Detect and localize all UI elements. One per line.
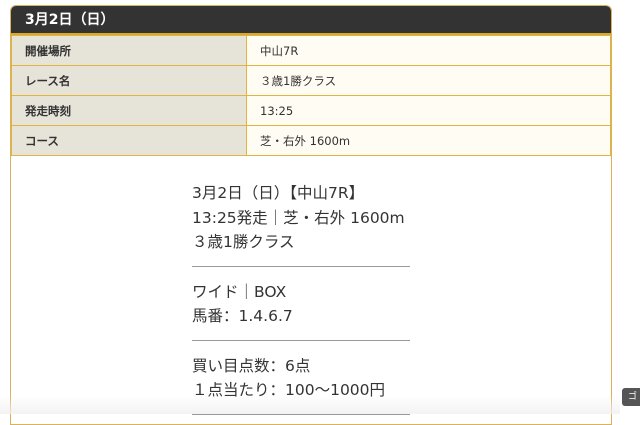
row-label: 開催場所 xyxy=(11,35,247,66)
card-title: 3月2日（日） xyxy=(11,6,611,35)
bet-type-line: ワイド｜BOX xyxy=(192,282,287,301)
prediction-detail: 3月2日（日）【中山7R】 13:25発走｜芝・右外 1600m ３歳1勝クラス… xyxy=(192,178,410,425)
floating-tooltip-button[interactable]: ゴ xyxy=(622,388,640,406)
table-row: コース 芝・右外 1600m xyxy=(11,125,611,156)
horse-numbers-line: 馬番：1.4.6.7 xyxy=(192,307,293,325)
row-value: ３歳1勝クラス xyxy=(246,65,611,96)
row-value: 中山7R xyxy=(246,35,611,66)
row-value: 13:25 xyxy=(246,95,611,126)
race-info-table: 開催場所 中山7R レース名 ３歳1勝クラス 発走時刻 13:25 コース 芝・右外 1… xyxy=(11,35,611,156)
race-summary: 3月2日（日）【中山7R】 13:25発走｜芝・右外 1600m ３歳1勝クラス xyxy=(192,178,410,266)
table-row: 発走時刻 13:25 xyxy=(11,95,611,126)
divider xyxy=(192,265,410,267)
race-class-line: ３歳1勝クラス xyxy=(192,233,295,251)
race-time-line: 13:25発走｜芝・右外 1600m xyxy=(192,208,405,227)
row-label: コース xyxy=(11,125,247,156)
bet-amount-line: １点当たり：100〜1000円 xyxy=(192,381,386,399)
row-label: レース名 xyxy=(11,65,247,96)
cost-summary: 買い目点数：6点 １点当たり：100〜1000円 xyxy=(192,351,410,414)
divider xyxy=(192,339,410,341)
table-row: レース名 ３歳1勝クラス xyxy=(11,65,611,96)
bottom-fade xyxy=(0,395,620,414)
race-info-card: 3月2日（日） 開催場所 中山7R レース名 ３歳1勝クラス 発走時刻 13:25 コ… xyxy=(10,5,612,425)
table-row: 開催場所 中山7R xyxy=(11,35,611,66)
row-value: 芝・右外 1600m xyxy=(246,125,611,156)
bet-count-line: 買い目点数：6点 xyxy=(192,356,311,375)
row-label: 発走時刻 xyxy=(11,95,247,126)
bet-summary: ワイド｜BOX 馬番：1.4.6.7 xyxy=(192,277,410,340)
race-date-line: 3月2日（日）【中山7R】 xyxy=(192,184,365,202)
